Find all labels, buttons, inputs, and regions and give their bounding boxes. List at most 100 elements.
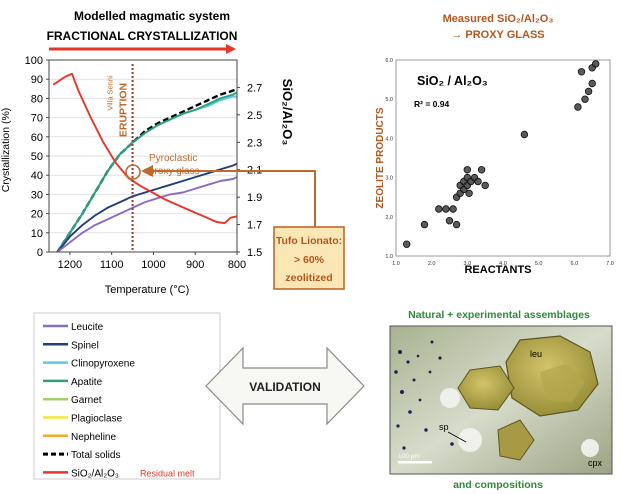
scatter-point bbox=[463, 166, 471, 174]
y2-tick-label: 1.5 bbox=[247, 247, 262, 259]
y-tick-label: 60 bbox=[31, 132, 43, 144]
opaque-grains bbox=[394, 340, 454, 450]
scatter-x-axis-label: REACTANTS bbox=[464, 264, 531, 276]
line-chart-y-axis-label: Crystallization (%) bbox=[0, 108, 12, 193]
scatter-y-tick-label: 4.0 bbox=[385, 136, 393, 142]
legend-label: Nepheline bbox=[71, 432, 116, 443]
y-tick-label: 90 bbox=[31, 74, 43, 86]
line-chart-ticks: 0 10 20 30 40 50 60 70 80 90 100 1200 1100 1000 900 800… bbox=[25, 55, 263, 271]
scatter-point bbox=[520, 130, 529, 139]
scatter-x-tick-label: 2.0 bbox=[428, 261, 436, 267]
label-leu: leu bbox=[530, 349, 542, 359]
legend-label: Clinopyroxene bbox=[71, 359, 135, 370]
y-tick-label: 50 bbox=[31, 151, 43, 163]
scatter-y-tick-label: 1.0 bbox=[385, 254, 393, 260]
callout-line3: zeolitized bbox=[285, 272, 332, 284]
y2-tick-label: 1.7 bbox=[247, 220, 262, 232]
right-header-line2: → PROXY GLASS bbox=[451, 29, 544, 41]
scatter-y-tick-label: 6.0 bbox=[385, 58, 393, 64]
scatter-point bbox=[452, 220, 461, 229]
y2-tick-label: 2.5 bbox=[247, 110, 262, 122]
label-sp: sp bbox=[439, 422, 449, 432]
line-chart-series bbox=[52, 72, 237, 252]
assemblages-caption-top: Natural + experimental assemblages bbox=[408, 309, 590, 321]
left-header-subtitle: FRACTIONAL CRYSTALLIZATION bbox=[47, 29, 238, 43]
scatter-y-axis-label: ZEOLITE PRODUCTS bbox=[375, 107, 386, 208]
x-tick-label: 1000 bbox=[141, 259, 165, 271]
scatter-plot-frame bbox=[395, 59, 611, 257]
legend-label: Apatite bbox=[71, 377, 103, 388]
line-chart-gridlines bbox=[49, 78, 237, 234]
scatter-x-tick-label: 4.0 bbox=[499, 261, 507, 267]
scatter-x-tick-label: 1.0 bbox=[392, 261, 400, 267]
y-tick-label: 10 bbox=[31, 228, 43, 240]
y-tick-label: 0 bbox=[37, 247, 43, 259]
scatter-points bbox=[403, 60, 600, 248]
x-tick-label: 800 bbox=[228, 259, 246, 271]
villa-senni-label: Villa Senni bbox=[106, 75, 115, 111]
scatter-point bbox=[477, 166, 486, 174]
spinel-crystal bbox=[457, 365, 515, 411]
y-tick-label: 30 bbox=[31, 189, 43, 201]
scatter-y-tick-label: 5.0 bbox=[385, 97, 393, 103]
scatter-point bbox=[465, 189, 473, 197]
legend-label: Leucite bbox=[71, 322, 104, 333]
legend-items: Leucite Spinel Clinopyroxene Apatite Garnet P… bbox=[43, 322, 195, 479]
legend-label: Total solids bbox=[71, 450, 120, 461]
legend-label: Plagioclase bbox=[71, 414, 123, 425]
series-line-clinopyroxene bbox=[56, 95, 237, 252]
callout-connector-arrow bbox=[141, 165, 316, 228]
y2-tick-label: 2.7 bbox=[247, 82, 262, 94]
scatter-point bbox=[584, 87, 593, 96]
scale-bar-label: 100 µm bbox=[398, 453, 420, 460]
y2-tick-label: 1.9 bbox=[247, 192, 262, 204]
series-line-apatite bbox=[56, 91, 237, 252]
proxy-glass-circle bbox=[125, 164, 141, 180]
series-line-spinel bbox=[56, 162, 237, 252]
y-tick-label: 20 bbox=[31, 209, 43, 221]
scatter-point bbox=[474, 177, 482, 186]
scatter-x-tick-label: 3.0 bbox=[464, 261, 472, 267]
callout-box bbox=[273, 226, 345, 290]
line-chart-x-axis-label: Temperature (°C) bbox=[105, 284, 189, 296]
series-line-leucite bbox=[56, 176, 237, 252]
legend-note: Residual melt bbox=[140, 468, 195, 478]
label-cpx: cpx bbox=[588, 458, 603, 468]
scale-bar bbox=[398, 461, 432, 464]
x-tick-label: 900 bbox=[186, 259, 204, 271]
legend-label: SiO₂/Al₂O₃ bbox=[71, 468, 119, 479]
right-header-line1: Measured SiO₂/Al₂O₃ bbox=[443, 13, 554, 25]
scatter-point bbox=[449, 205, 457, 213]
y-tick-label: 70 bbox=[31, 113, 43, 125]
scatter-point bbox=[403, 240, 411, 248]
eruption-label: ERUPTION bbox=[118, 83, 130, 137]
y2-tick-label: 2.3 bbox=[247, 137, 262, 149]
scatter-point bbox=[581, 95, 589, 103]
scatter-ticks: 1.0 2.0 3.0 4.0 5.0 6.0 7.0 1.0 2.0 3.0 4.0 5.0 6.0 bbox=[385, 58, 613, 267]
scatter-point bbox=[442, 205, 450, 213]
legend-box bbox=[33, 312, 221, 480]
scatter-r-squared: R² = 0.94 bbox=[414, 99, 449, 109]
left-header-title: Modelled magmatic system bbox=[74, 9, 230, 23]
scatter-x-tick-label: 7.0 bbox=[606, 261, 614, 267]
y-tick-label: 80 bbox=[31, 93, 43, 105]
legend-label: Garnet bbox=[71, 395, 102, 406]
scatter-y-tick-label: 2.0 bbox=[385, 215, 393, 221]
y-tick-label: 100 bbox=[25, 55, 43, 67]
scatter-point bbox=[445, 216, 454, 225]
validation-double-arrow bbox=[205, 346, 365, 426]
scatter-point bbox=[420, 220, 429, 229]
line-chart-y2-axis-label: SiO₂/Al₂O₃ bbox=[280, 79, 295, 146]
scatter-point bbox=[592, 60, 600, 68]
x-tick-label: 1200 bbox=[58, 259, 82, 271]
scatter-point bbox=[481, 181, 489, 190]
scatter-point bbox=[577, 68, 586, 76]
scatter-point bbox=[435, 205, 443, 213]
validation-label: VALIDATION bbox=[249, 380, 321, 394]
scatter-x-tick-label: 5.0 bbox=[535, 261, 543, 267]
scatter-point bbox=[574, 103, 582, 111]
legend-label: Spinel bbox=[71, 340, 99, 351]
callout-line2: > 60% bbox=[294, 254, 325, 266]
